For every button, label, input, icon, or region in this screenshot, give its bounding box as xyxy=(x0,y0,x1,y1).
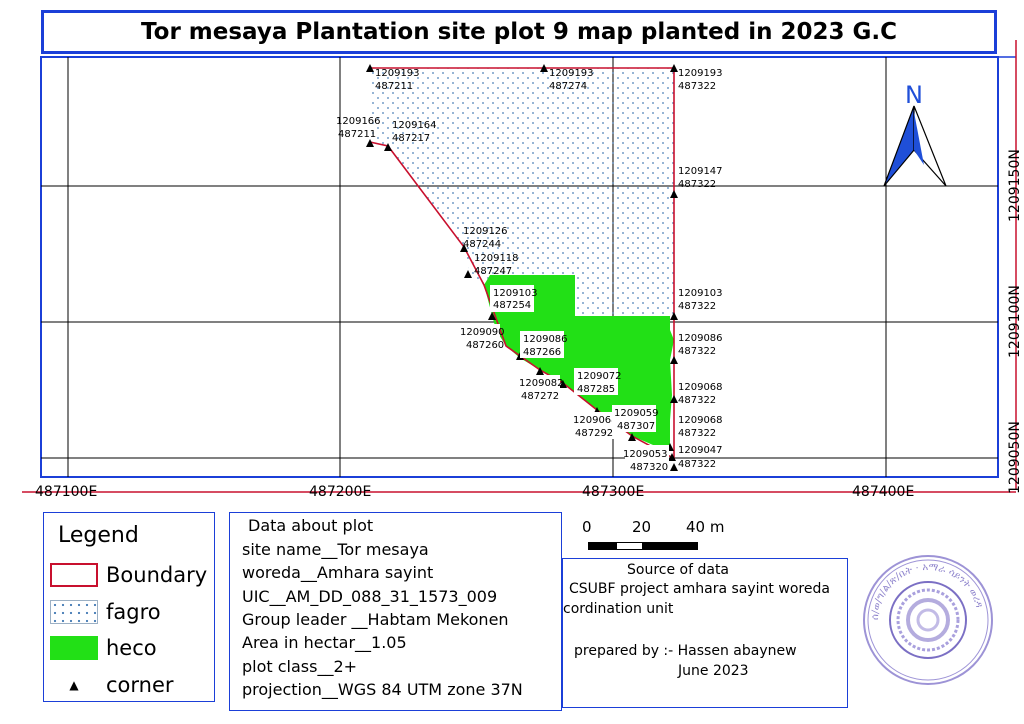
corner-label-e: 487322 xyxy=(678,459,716,470)
plot-woreda: woreda__Amhara sayint xyxy=(242,563,434,582)
source-box: Source of data CSUBF project amhara sayi… xyxy=(562,558,848,708)
corner-label-n: 1209053 xyxy=(623,449,668,460)
corner-label-n: 1209147 xyxy=(678,166,723,177)
easting-label: 487200E xyxy=(309,484,371,500)
source-line-1: CSUBF project amhara sayint woreda xyxy=(569,581,830,597)
corner-label-e: 487211 xyxy=(338,129,376,140)
corner-label-e: 487211 xyxy=(375,81,413,92)
prepared-date: June 2023 xyxy=(678,663,749,679)
easting-labels: 487100E 487200E 487300E 487400E xyxy=(35,484,914,500)
scale-bar: 0 20 40 m xyxy=(572,514,752,554)
fagro-swatch xyxy=(50,600,98,624)
legend-item-heco: heco xyxy=(50,634,157,662)
corner-label-n: 1209090 xyxy=(460,327,505,338)
corner-label-n: 1209193 xyxy=(678,68,723,79)
map-view: 1209193 487211 1209193 487274 1209193 48… xyxy=(22,40,1023,500)
corner-label-e: 487254 xyxy=(493,300,531,311)
corner-label-e: 487322 xyxy=(678,301,716,312)
plot-area: Area in hectar__1.05 xyxy=(242,633,407,652)
corner-label-n: 1209068 xyxy=(573,415,618,426)
corner-label-e: 487322 xyxy=(678,346,716,357)
legend-item-corner: ▲ corner xyxy=(50,671,174,699)
fagro-area xyxy=(370,68,674,316)
corner-label-e: 487292 xyxy=(575,428,613,439)
scale-label-0: 0 xyxy=(582,518,592,536)
plot-site-name: site name__Tor mesaya xyxy=(242,540,429,559)
map-title-box: Tor mesaya Plantation site plot 9 map pl… xyxy=(41,10,997,54)
corner-label-e: 487307 xyxy=(617,421,655,432)
corner-label-n: 1209193 xyxy=(549,68,594,79)
legend-title: Legend xyxy=(58,523,139,548)
corner-label-n: 1209068 xyxy=(678,382,723,393)
corner-label-e: 487322 xyxy=(678,395,716,406)
northing-label: 1209150N xyxy=(1007,149,1023,222)
corner-label-n: 1209072 xyxy=(577,371,622,382)
legend-item-fagro: fagro xyxy=(50,598,161,626)
corner-label-e: 487272 xyxy=(521,391,559,402)
source-line-2: cordination unit xyxy=(563,601,674,617)
corner-label-e: 487274 xyxy=(549,81,587,92)
northing-label: 1209100N xyxy=(1007,285,1023,358)
legend-label: Boundary xyxy=(106,563,208,587)
easting-label: 487300E xyxy=(582,484,644,500)
corner-label-n: 1209047 xyxy=(678,445,723,456)
legend-item-boundary: Boundary xyxy=(50,561,207,589)
heco-swatch xyxy=(50,636,98,660)
corner-labels: 1209193 487211 1209193 487274 1209193 48… xyxy=(336,68,723,470)
corner-label-e: 487260 xyxy=(466,340,504,351)
corner-label-n: 1209068 xyxy=(678,415,723,426)
easting-label: 487400E xyxy=(852,484,914,500)
corner-label-e: 487217 xyxy=(392,133,430,144)
plot-uic: UIC__AM_DD_088_31_1573_009 xyxy=(242,587,498,606)
corner-label-n: 1209193 xyxy=(375,68,420,79)
corner-label-e: 487285 xyxy=(577,384,615,395)
easting-label: 487100E xyxy=(35,484,97,500)
corner-label-n: 1209118 xyxy=(474,253,519,264)
corner-label-n: 1209166 xyxy=(336,116,381,127)
legend: Legend Boundary fagro heco ▲ corner xyxy=(43,512,215,702)
northing-label: 1209050N xyxy=(1007,421,1023,494)
legend-label: heco xyxy=(106,636,157,660)
corner-label-e: 487322 xyxy=(678,428,716,439)
corner-label-e: 487266 xyxy=(523,347,561,358)
scale-label-20: 20 xyxy=(632,518,652,536)
plot-info-heading: Data about plot xyxy=(248,516,374,535)
corner-label-e: 487322 xyxy=(678,179,716,190)
corner-label-n: 1209086 xyxy=(523,334,568,345)
north-arrow-icon: N xyxy=(883,81,947,187)
corner-label-e: 487244 xyxy=(463,239,501,250)
legend-label: corner xyxy=(106,673,174,697)
corner-label-e: 487247 xyxy=(474,266,512,277)
corner-label-e: 487320 xyxy=(630,462,668,473)
official-seal: ሰ/ወ/ግ/ል/ጽ/ቤት · አማራ ሳይንት ወረዳ xyxy=(863,555,993,685)
corner-label-e: 487322 xyxy=(678,81,716,92)
corner-label-n: 1209059 xyxy=(614,408,659,419)
northing-labels: 1209150N 1209100N 1209050N xyxy=(1007,149,1023,494)
boxed-corner-labels: 1209103 487254 1209090 487260 1209086 48… xyxy=(458,285,669,473)
corner-label-n: 1209103 xyxy=(678,288,723,299)
plot-projection: projection__WGS 84 UTM zone 37N xyxy=(242,680,523,699)
prepared-by: prepared by :- Hassen abaynew xyxy=(574,643,797,659)
corner-label-n: 1209126 xyxy=(463,226,508,237)
scale-label-40: 40 m xyxy=(686,518,725,536)
plot-info-box: Data about plot site name__Tor mesaya wo… xyxy=(229,512,562,711)
legend-label: fagro xyxy=(106,600,161,624)
corner-label-n: 1209082 xyxy=(519,378,564,389)
corner-label-n: 1209103 xyxy=(493,288,538,299)
plot-class: plot class__2+ xyxy=(242,657,358,676)
corner-label-n: 1209164 xyxy=(392,120,437,131)
north-label: N xyxy=(905,81,923,109)
boundary-swatch xyxy=(50,563,98,587)
source-heading: Source of data xyxy=(627,562,730,578)
map-title: Tor mesaya Plantation site plot 9 map pl… xyxy=(141,19,897,45)
corner-label-n: 1209086 xyxy=(678,333,723,344)
corner-triangle-icon: ▲ xyxy=(69,678,79,692)
plot-group-leader: Group leader __Habtam Mekonen xyxy=(242,610,509,629)
